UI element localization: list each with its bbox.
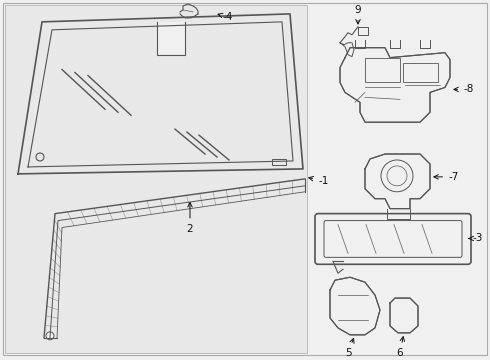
- Text: 2: 2: [187, 203, 194, 234]
- Polygon shape: [330, 277, 380, 335]
- Polygon shape: [390, 298, 418, 333]
- Polygon shape: [365, 154, 430, 209]
- Text: -1: -1: [309, 176, 328, 186]
- Bar: [157, 22, 185, 55]
- Bar: [365, 58, 400, 82]
- Circle shape: [46, 332, 54, 340]
- Text: -3: -3: [469, 234, 482, 243]
- Text: 5: 5: [344, 338, 354, 358]
- Text: -4: -4: [218, 12, 232, 22]
- Bar: [272, 159, 286, 165]
- Polygon shape: [340, 48, 450, 122]
- Text: 6: 6: [397, 337, 405, 358]
- Text: -8: -8: [454, 85, 473, 94]
- Text: -7: -7: [434, 172, 458, 182]
- Text: 9: 9: [355, 5, 361, 24]
- Bar: [403, 63, 438, 82]
- Bar: [5, 5, 307, 353]
